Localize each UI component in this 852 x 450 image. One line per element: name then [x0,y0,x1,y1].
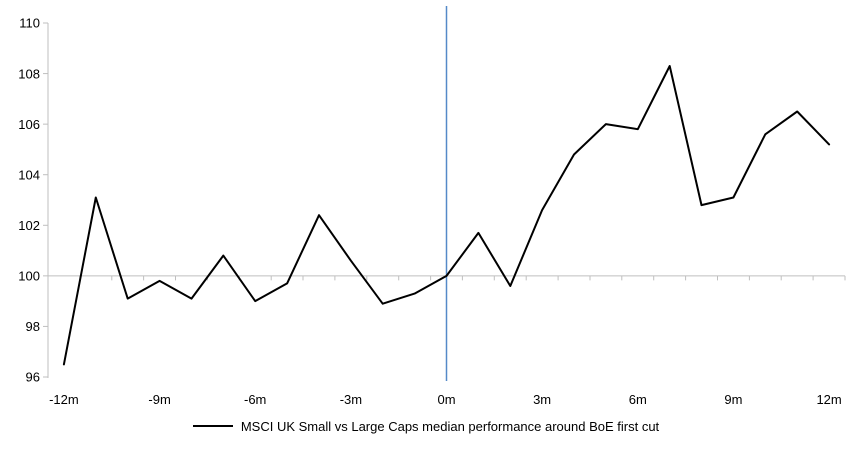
y-tick-label: 110 [19,16,40,31]
legend-line-sample [192,425,233,427]
x-tick-label: 6m [629,392,647,407]
x-tick-label: -12m [49,392,79,407]
y-tick-label: 98 [26,319,40,334]
series-line [62,65,831,366]
y-tick-label: 104 [18,167,40,182]
legend: MSCI UK Small vs Large Caps median perfo… [0,418,852,434]
y-tick-label: 106 [18,117,40,132]
y-tick-label: 100 [18,269,40,284]
x-axis: -12m -9m -6m -3m 0m 3m 6m 9m 12m [47,275,846,407]
x-tick-label: 12m [816,392,841,407]
legend-label: MSCI UK Small vs Large Caps median perfo… [240,418,660,434]
x-tick-label: -9m [148,392,170,407]
x-tick-label: -3m [340,392,362,407]
y-tick-label: 108 [18,66,40,81]
y-axis: 96 98 100 102 104 106 108 110 [18,16,49,385]
x-tick-label: 9m [724,392,742,407]
x-tick-label: 0m [437,392,455,407]
y-tick-label: 102 [18,218,40,233]
x-tick-label: -6m [244,392,266,407]
x-tick-label: 3m [533,392,551,407]
y-tick-label: 96 [26,370,40,385]
